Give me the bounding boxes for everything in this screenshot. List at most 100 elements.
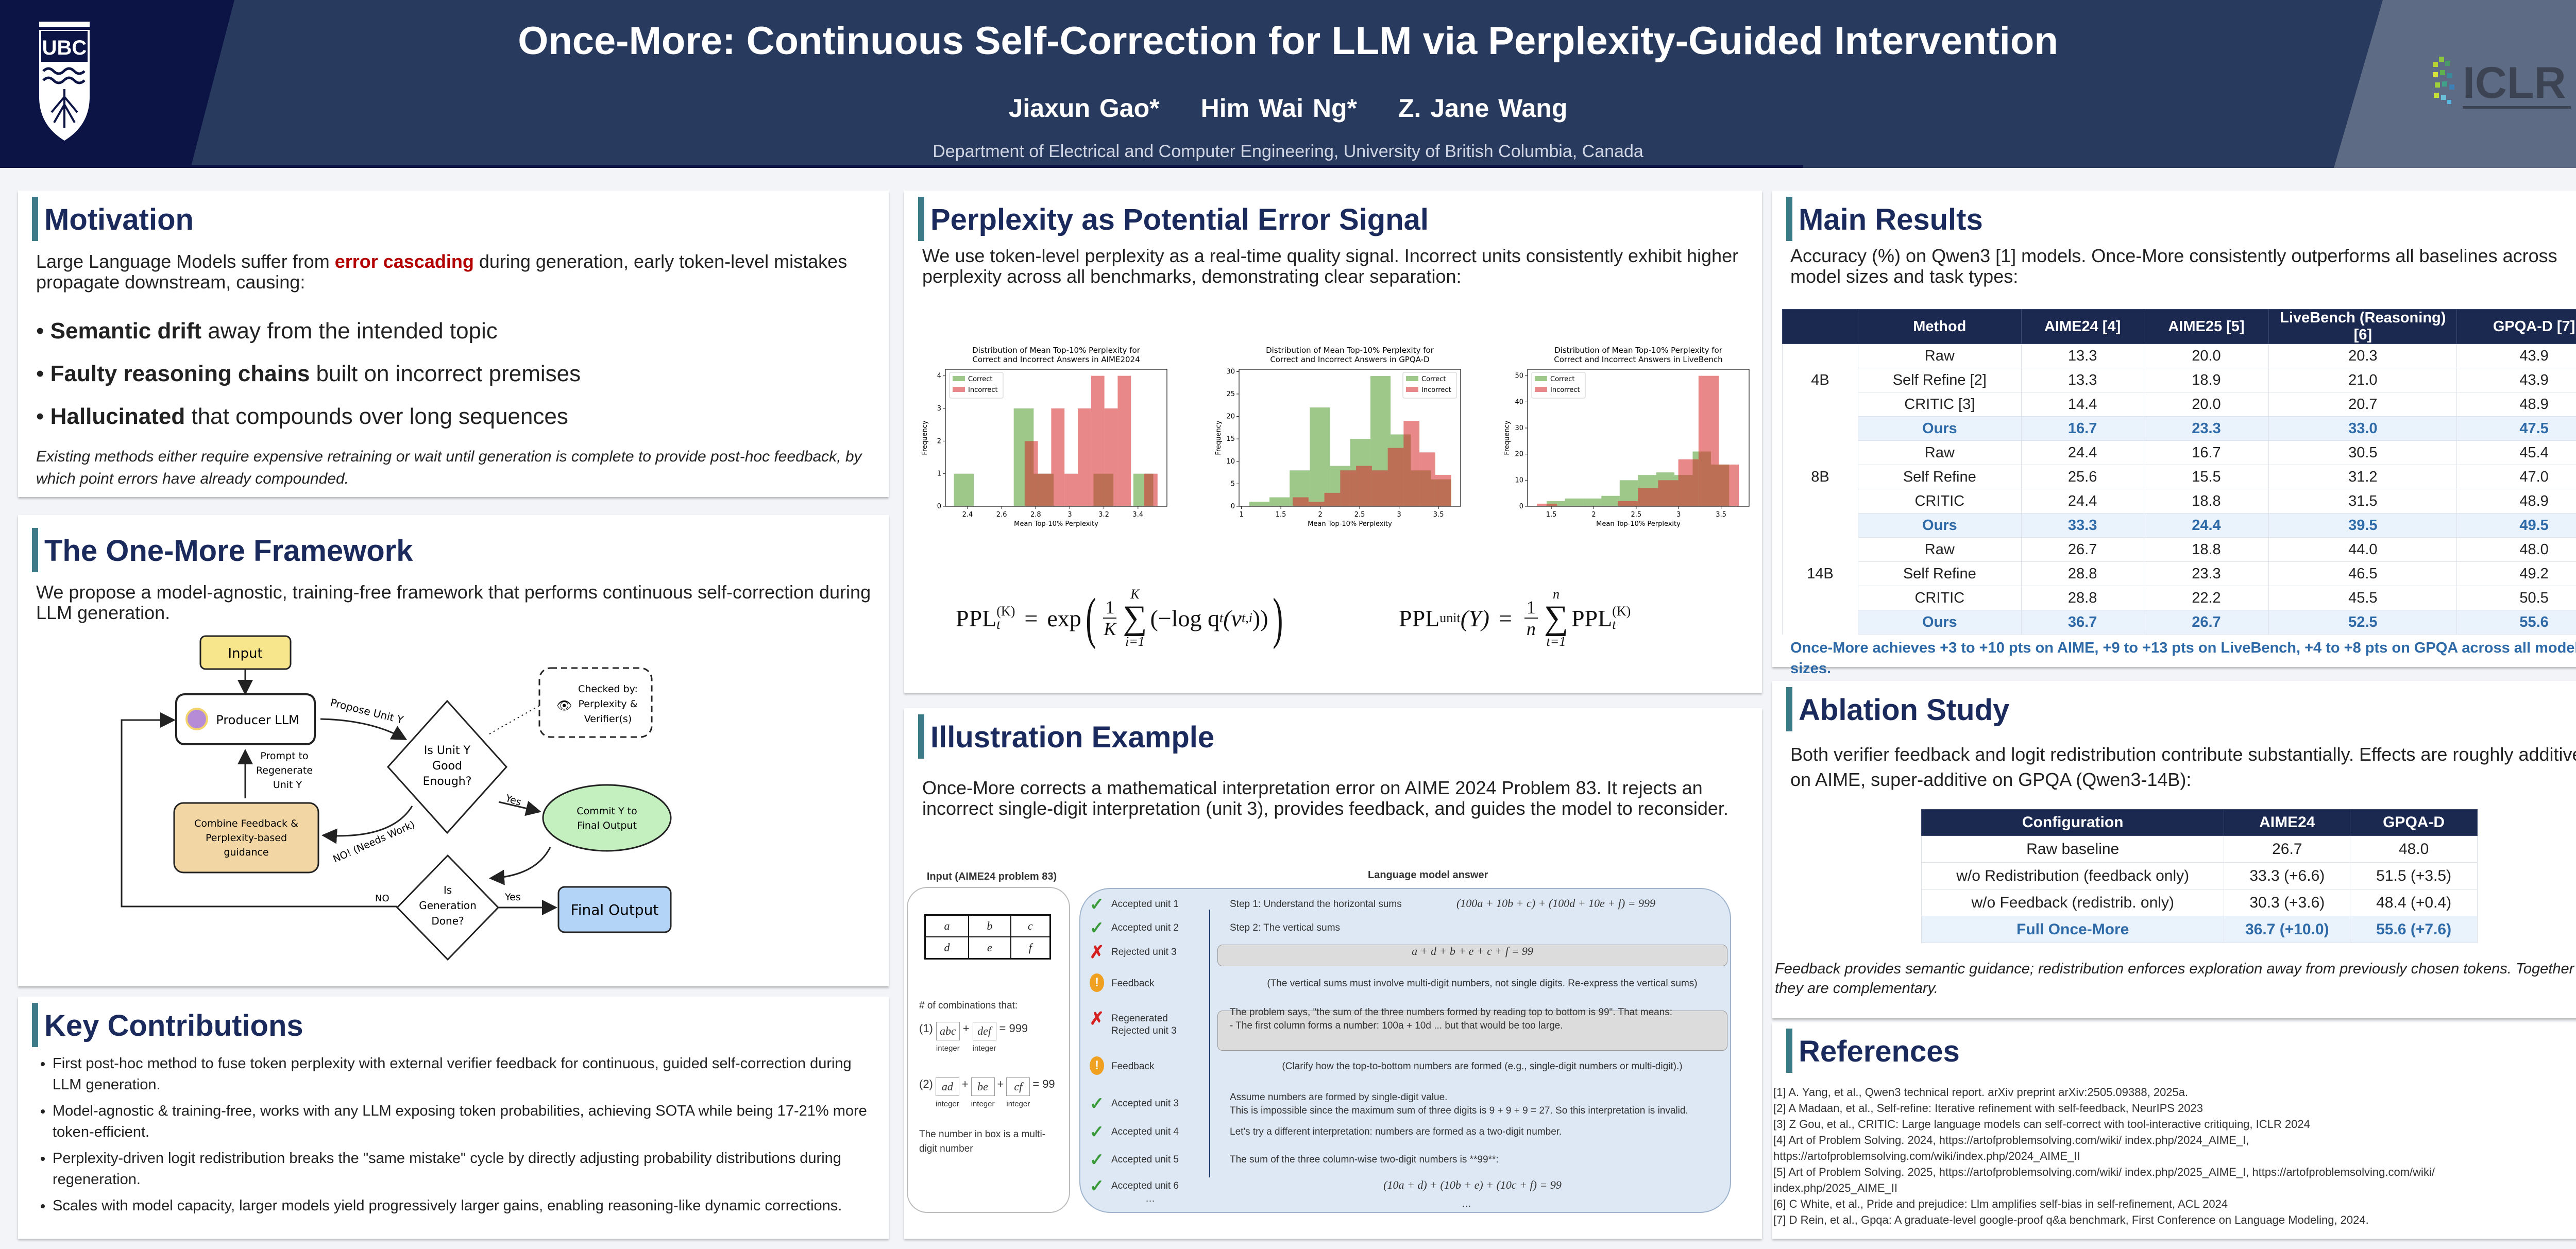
section-heading: Illustration Example	[918, 714, 1214, 759]
table-cell: Raw	[1857, 440, 2022, 465]
svg-text:Final Output: Final Output	[577, 820, 637, 831]
input-node: Input	[199, 635, 292, 670]
unit-label: Accepted unit 1	[1111, 899, 1179, 910]
unit-math: (100a + 10b + c) + (100d + 10e + f) = 99…	[1456, 897, 1656, 910]
x-tick-label: 2	[1318, 511, 1322, 519]
table-cell: CRITIC	[1857, 586, 2022, 610]
svg-text:ICLR: ICLR	[2463, 58, 2566, 108]
bullet-item: • Semantic drift away from the intended …	[36, 318, 498, 344]
legend-swatch	[953, 387, 965, 392]
contribution-item: First post-hoc method to fuse token perp…	[53, 1053, 873, 1096]
histogram-bar-incorrect	[1435, 474, 1451, 506]
table-cell: Self Refine [2]	[1857, 368, 2022, 392]
svg-text:UBC: UBC	[42, 37, 87, 59]
plot-frame	[945, 369, 1167, 507]
table-cell: 46.5	[2268, 561, 2458, 586]
table-cell: 13.3	[2021, 368, 2144, 392]
table-cell: CRITIC	[1857, 489, 2022, 514]
commit-node: Commit Y to Final Output	[542, 784, 672, 852]
ablation-text: Both verifier feedback and logit redistr…	[1790, 744, 2576, 790]
perplexity-text: We use token-level perplexity as a real-…	[922, 245, 1739, 287]
table-cell: 52.5	[2268, 610, 2458, 635]
svg-text:Final Output: Final Output	[571, 901, 659, 918]
column-header	[1782, 309, 1858, 344]
histogram-bar-incorrect	[1144, 473, 1158, 506]
unit-content: The problem says, "the sum of the three …	[1230, 1007, 1673, 1018]
table-cell: 43.9	[2456, 344, 2576, 368]
checked-by-note: 👁 Checked by: Perplexity & Verifier(s)	[538, 667, 653, 738]
reference-item: [6] C White, et al., Pride and prejudice…	[1773, 1197, 2228, 1210]
table-row: Raw 13.3 20.0 20.3 43.9	[1782, 344, 2576, 368]
x-axis-label: Mean Top-10% Perplexity	[1596, 520, 1681, 528]
table-cell: 14B	[1782, 561, 1858, 586]
table-row: w/o Feedback (redistrib. only) 30.3 (+3.6…	[1921, 889, 2478, 916]
header-left-band	[0, 0, 234, 168]
reference-item: [1] A. Yang, et al., Qwen3 technical rep…	[1773, 1086, 2189, 1099]
y-tick-label: 0	[1231, 503, 1235, 510]
table-cell	[1782, 392, 1858, 417]
unit-math: a + d + b + e + c + f = 99	[1412, 945, 1533, 957]
y-tick-label: 20	[1226, 413, 1235, 421]
table-cell: 24.4	[2143, 513, 2269, 538]
y-tick-label: 4	[937, 372, 941, 380]
table-row: Raw baseline 26.7 48.0	[1921, 835, 2478, 863]
section-heading: Key Contributions	[32, 1003, 303, 1047]
x-tick-label: 2.5	[1354, 511, 1365, 519]
section-heading: Main Results	[1786, 197, 1983, 241]
poster-title: Once-More: Continuous Self-Correction fo…	[518, 19, 2058, 63]
unit-label: Rejected unit 3	[1111, 947, 1177, 957]
svg-text:Verifier(s): Verifier(s)	[584, 713, 632, 725]
section-heading: References	[1786, 1029, 1960, 1073]
highlight-error-cascading: error cascading	[334, 251, 474, 272]
motivation-note: Existing methods either require expensiv…	[36, 448, 862, 487]
author: Him Wai Ng*	[1200, 94, 1357, 123]
table-cell: 31.2	[2268, 465, 2458, 489]
legend-label: Correct	[1550, 375, 1574, 383]
contribution-item: Model-agnostic & training-free, works wi…	[53, 1101, 873, 1143]
combinations-label: # of combinations that:	[919, 1000, 1018, 1011]
y-axis-label: Frequency	[1503, 420, 1511, 455]
table-cell: 18.9	[2143, 368, 2269, 392]
y-tick-label: 10	[1515, 476, 1523, 484]
ablation-table: Configuration AIME24 GPQA-D Raw baseline 26.…	[1921, 809, 2478, 943]
reference-item: [2] A Madaan, et al., Self-refine: Itera…	[1773, 1102, 2204, 1115]
column-header: GPQA-D [7]	[2456, 309, 2576, 344]
table-row: CRITIC [3] 14.4 20.0 20.7 48.9	[1782, 392, 2576, 417]
table-row-ours: Full Once-More 36.7 (+10.0) 55.6 (+7.6)	[1921, 916, 2478, 943]
histogram-bar-correct	[1269, 497, 1290, 506]
y-axis-label: Frequency	[921, 420, 929, 455]
perplexity-panel: Perplexity as Potential Error Signal We …	[904, 191, 1762, 693]
histogram-bar-incorrect	[1091, 375, 1105, 506]
contributions-panel: Key Contributions First post-hoc method …	[18, 997, 889, 1239]
x-tick-label: 2.6	[996, 511, 1007, 519]
chart-title: Distribution of Mean Top-10% Perplexity …	[1554, 346, 1723, 355]
histogram-bar-incorrect	[1419, 452, 1435, 506]
column-header: Configuration	[1921, 809, 2225, 836]
legend-label: Correct	[1421, 375, 1446, 383]
chart-title: Correct and Incorrect Answers in GPQA-D	[1270, 355, 1429, 364]
legend-label: Incorrect	[1550, 386, 1580, 394]
y-tick-label: 40	[1515, 398, 1523, 406]
histogram-bar-incorrect	[1293, 497, 1309, 506]
unit-content: Let's try a different interpretation: nu…	[1230, 1126, 1562, 1137]
check-icon: ✓	[1089, 918, 1105, 938]
histogram-bar-incorrect	[1024, 441, 1038, 506]
arrow	[320, 718, 408, 740]
table-row: 8B Self Refine 25.6 15.5 31.2 47.0	[1782, 465, 2576, 489]
x-tick-label: 2.8	[1030, 511, 1041, 519]
histogram-bar-incorrect	[1051, 408, 1065, 506]
chart-title: Distribution of Mean Top-10% Perplexity …	[972, 346, 1141, 355]
histogram-bar-incorrect	[1403, 421, 1420, 506]
rejected-box	[1217, 945, 1727, 966]
legend-swatch	[1535, 376, 1547, 381]
svg-text:Good: Good	[432, 760, 462, 773]
check-icon: ✓	[1089, 895, 1105, 914]
x-tick-label: 3	[1067, 511, 1072, 519]
chart-legend: Correct Incorrect	[1402, 372, 1457, 399]
svg-text:Perplexity &: Perplexity &	[578, 698, 637, 710]
x-tick-label: 3.2	[1098, 511, 1109, 519]
histogram-bar-incorrect	[1104, 408, 1118, 506]
cross-icon: ✗	[1089, 1009, 1105, 1029]
x-tick-label: 2.5	[1631, 511, 1642, 519]
